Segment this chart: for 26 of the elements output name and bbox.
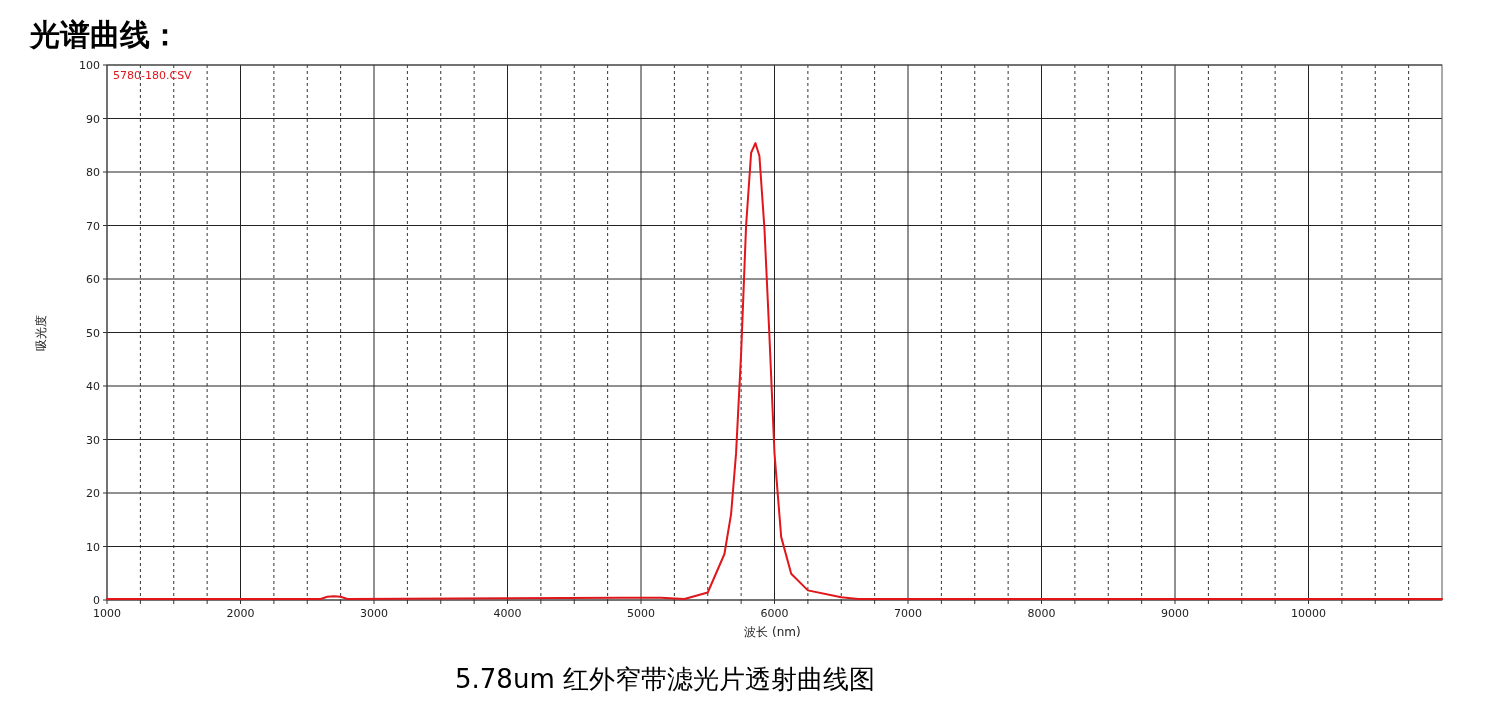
y-axis-title: 吸光度 (34, 314, 48, 351)
x-tick-label: 7000 (894, 607, 922, 620)
x-tick-label: 10000 (1291, 607, 1326, 620)
x-tick-label: 8000 (1027, 607, 1056, 620)
x-tick-label: 4000 (493, 607, 522, 620)
x-tick-label: 3000 (360, 607, 388, 620)
y-tick-label: 40 (86, 380, 100, 393)
y-tick-label: 70 (86, 219, 100, 233)
y-tick-label: 0 (93, 594, 100, 607)
y-tick-label: 80 (86, 166, 100, 179)
text: 5.78um 红外窄带滤光片透射曲线图 (455, 664, 875, 694)
y-tick-label: 90 (86, 112, 100, 126)
y-tick-label: 100 (79, 59, 100, 72)
x-tick-label: 2000 (226, 607, 255, 620)
y-tick-label: 30 (86, 433, 100, 447)
x-tick-label: 6000 (760, 607, 789, 620)
text: 5780-180.CSV (113, 69, 193, 82)
x-axis-title: 波长 (nm) (744, 625, 801, 639)
y-tick-label: 60 (86, 273, 100, 286)
y-tick-label: 20 (86, 487, 100, 500)
y-tick-label: 50 (86, 326, 100, 340)
chart-title: 光谱曲线： (28, 17, 180, 52)
x-tick-label: 5000 (627, 607, 655, 620)
x-tick-label: 1000 (93, 607, 121, 620)
x-tick-label: 9000 (1161, 607, 1189, 620)
y-tick-label: 10 (86, 540, 100, 554)
